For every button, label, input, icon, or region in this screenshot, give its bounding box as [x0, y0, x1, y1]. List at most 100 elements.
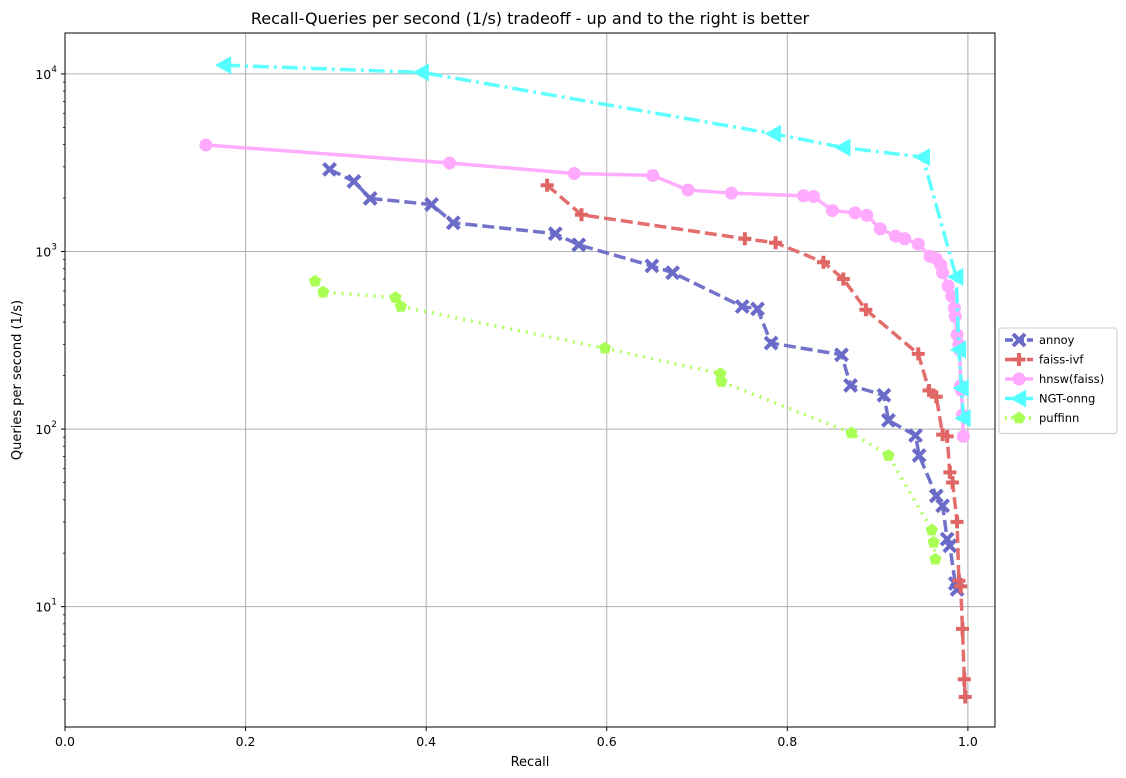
data-point — [947, 267, 964, 286]
legend-label: annoy — [1039, 333, 1075, 347]
y-tick-label: 103 — [35, 242, 57, 259]
legend-marker — [1010, 389, 1027, 408]
data-point — [834, 347, 849, 363]
data-point — [738, 232, 752, 246]
data-point — [848, 206, 862, 220]
data-point — [936, 266, 950, 280]
data-point — [958, 690, 972, 704]
data-point — [836, 272, 850, 286]
data-point — [913, 148, 930, 167]
x-axis-label: Recall — [511, 755, 550, 770]
data-point — [797, 189, 811, 203]
data-point — [394, 300, 408, 312]
data-point — [816, 255, 830, 269]
y-tick-label: 101 — [35, 598, 57, 615]
data-point — [941, 279, 955, 293]
chart-title: Recall-Queries per second (1/s) tradeoff… — [251, 9, 810, 28]
data-point — [911, 237, 925, 251]
data-point — [750, 301, 765, 317]
legend-item: puffinn — [1005, 411, 1079, 425]
data-point — [199, 138, 213, 152]
y-axis-label: Queries per second (1/s) — [10, 300, 25, 460]
data-point — [929, 390, 943, 404]
series-puffinn — [308, 274, 942, 565]
data-point — [598, 341, 612, 354]
data-point — [764, 124, 781, 143]
series-line — [313, 280, 938, 560]
data-point — [898, 232, 912, 246]
data-point — [908, 428, 923, 443]
data-point — [928, 488, 944, 504]
legend-label: NGT-onng — [1039, 392, 1095, 406]
data-point — [911, 347, 925, 361]
plot-frame — [64, 32, 996, 728]
data-point — [860, 208, 874, 222]
data-point — [412, 63, 429, 82]
data-point — [807, 190, 821, 204]
data-point — [540, 178, 554, 192]
legend-label: faiss-ivf — [1039, 353, 1084, 367]
data-point — [665, 265, 681, 281]
legend-item: hnsw(faiss) — [1005, 372, 1104, 386]
legend-label: hnsw(faiss) — [1039, 372, 1104, 386]
x-tick-label: 0.8 — [777, 734, 797, 749]
data-point — [876, 387, 892, 403]
data-point — [943, 465, 957, 479]
data-point — [956, 429, 970, 443]
data-point — [714, 367, 727, 379]
data-point — [644, 258, 660, 274]
series-faiss-ivf — [540, 178, 972, 704]
legend-item: faiss-ivf — [1005, 353, 1084, 367]
y-tick-label: 104 — [35, 65, 57, 82]
data-point — [681, 183, 695, 197]
data-point — [927, 535, 940, 548]
x-tick-label: 0.6 — [597, 734, 617, 749]
data-point — [763, 335, 779, 351]
data-point — [929, 552, 942, 565]
x-tick-label: 0.0 — [55, 734, 75, 749]
legend-marker — [1011, 332, 1027, 348]
series-line — [546, 183, 967, 698]
data-point — [734, 299, 750, 314]
series-line — [328, 167, 959, 590]
series-layer — [199, 56, 972, 704]
data-point — [873, 222, 887, 236]
data-point — [925, 523, 938, 536]
data-point — [574, 208, 588, 222]
legend-marker — [1012, 411, 1026, 424]
data-point — [948, 310, 962, 324]
data-point — [949, 340, 967, 359]
x-tick-label: 0.2 — [236, 734, 256, 749]
data-point — [571, 237, 587, 253]
data-point — [935, 498, 951, 514]
data-point — [950, 515, 964, 529]
data-point — [214, 56, 232, 75]
legend-item: NGT-onng — [1005, 389, 1095, 408]
data-point — [945, 289, 959, 303]
x-axis-ticks: 0.0 0.2 0.4 0.6 0.8 1.0 — [55, 727, 978, 749]
series-ngt-onng — [214, 56, 971, 428]
data-point — [769, 236, 783, 250]
data-point — [881, 412, 896, 428]
legend: annoy faiss-ivf hnsw(faiss) NGT-onng puffinn — [998, 327, 1118, 434]
data-point — [346, 174, 362, 189]
x-tick-label: 0.4 — [416, 734, 436, 749]
series-line — [223, 63, 966, 419]
data-point — [942, 538, 958, 554]
legend-marker — [1012, 353, 1026, 366]
data-point — [843, 378, 858, 393]
data-point — [424, 197, 439, 212]
data-point — [362, 191, 378, 206]
legend-label: puffinn — [1039, 411, 1079, 425]
legend-item: annoy — [1005, 332, 1075, 348]
data-point — [724, 186, 738, 200]
data-point — [308, 274, 322, 287]
data-point — [922, 383, 936, 397]
data-point — [834, 138, 851, 157]
data-point — [957, 672, 971, 686]
data-point — [389, 291, 402, 303]
data-point — [955, 622, 969, 636]
data-point — [952, 379, 969, 398]
data-point — [567, 166, 581, 180]
